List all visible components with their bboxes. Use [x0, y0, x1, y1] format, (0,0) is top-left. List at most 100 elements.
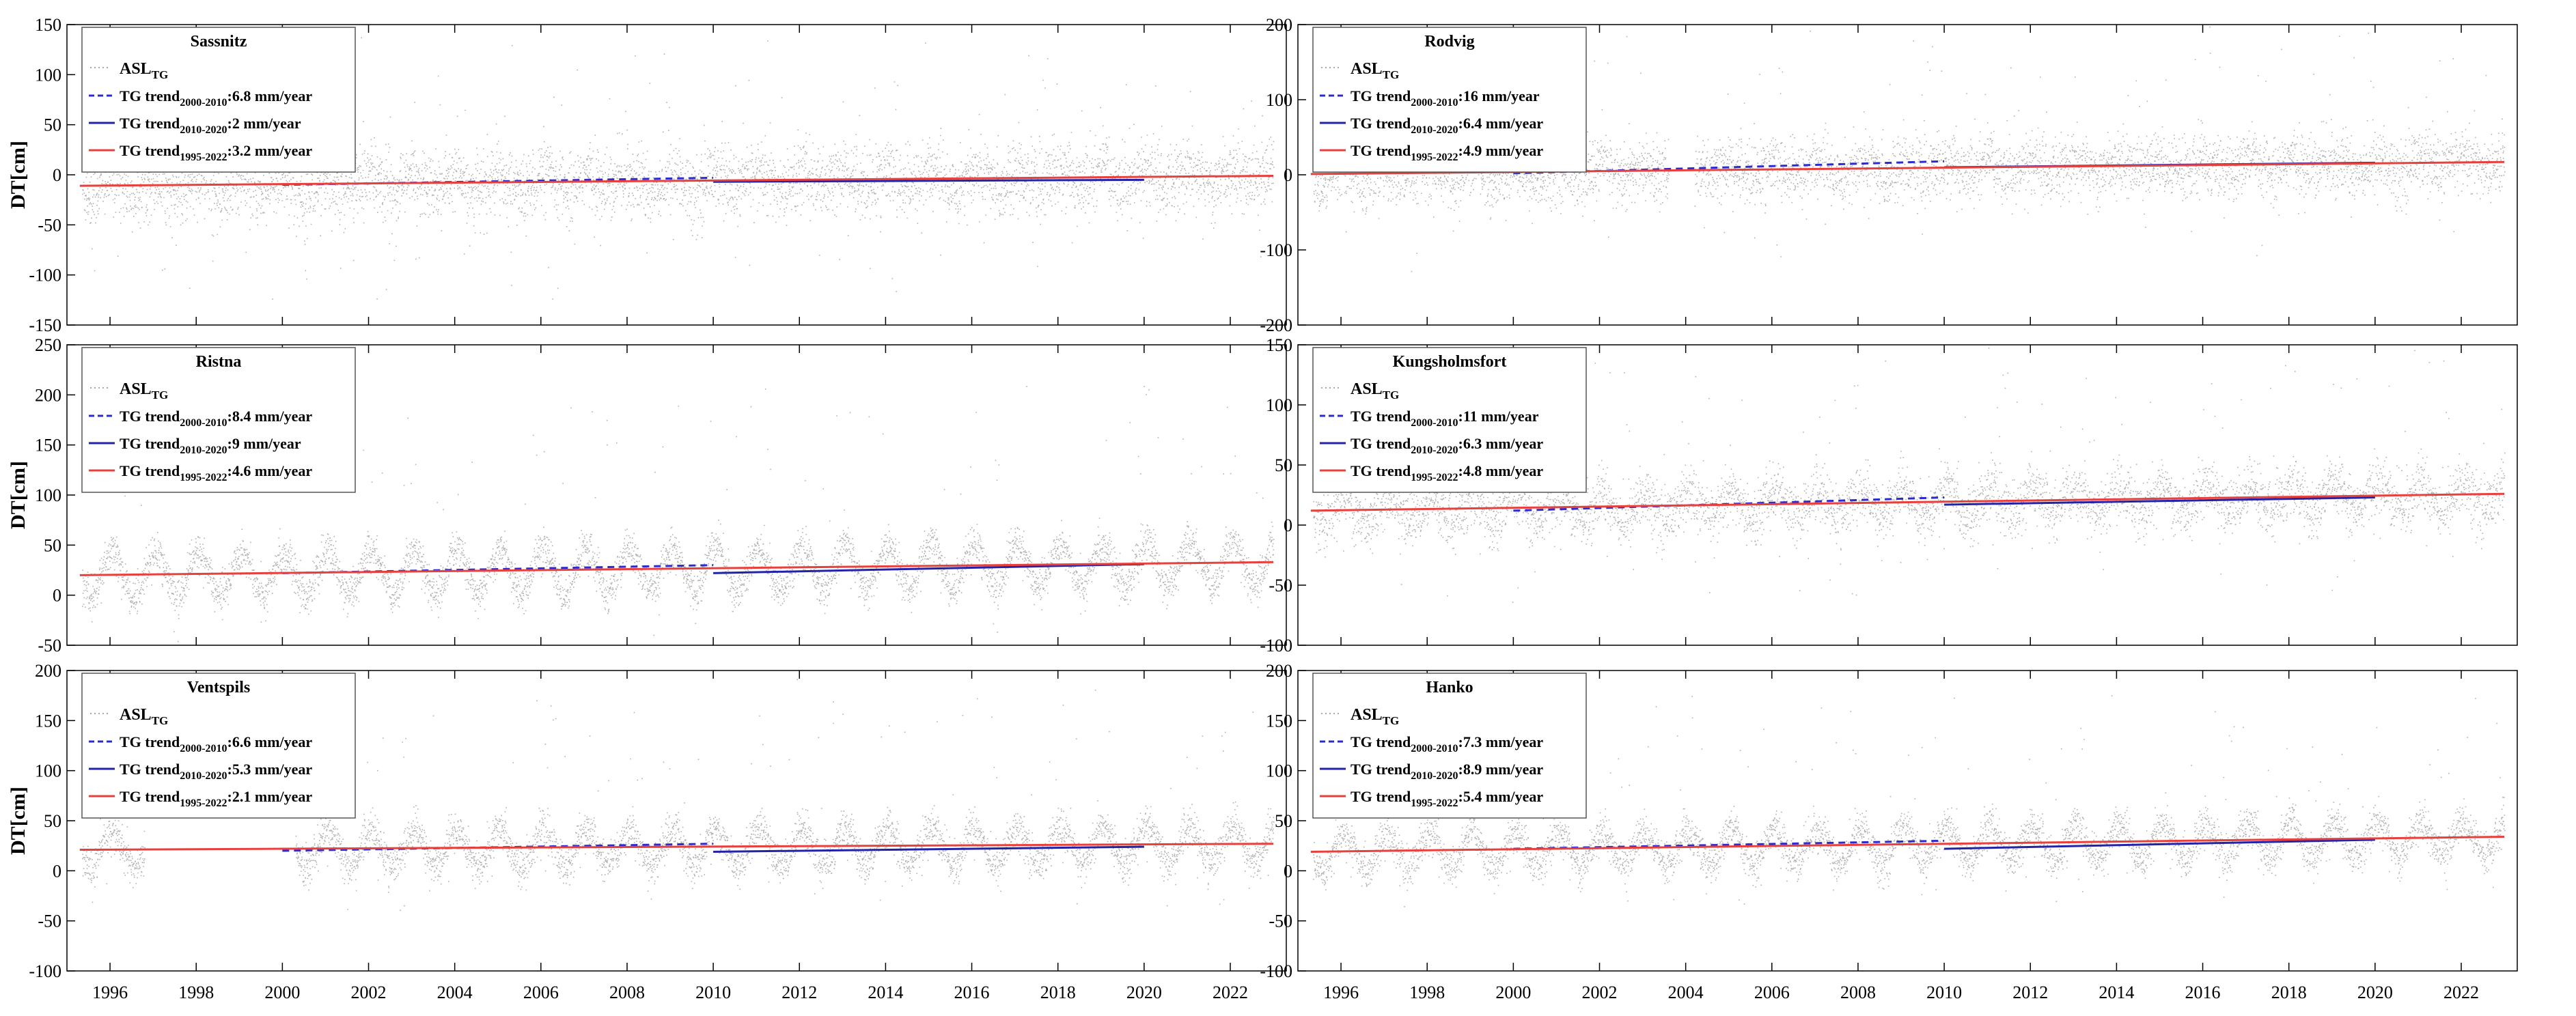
legend-asl-label: ASLTG: [1351, 60, 1399, 81]
x-tick-label: 2002: [1582, 983, 1618, 1002]
panel-ristna: -50 0 50 100 150 200 250 DT[cm] Ristna ASLTG TG tr…: [7, 335, 1287, 655]
panel-title: Sassnitz: [191, 33, 247, 51]
x-tick-label: 2008: [609, 983, 645, 1002]
legend-asl-dot: [1333, 713, 1335, 714]
legend-ventspils: Ventspils ASLTG TG trend2000-2010:6.6 mm/y…: [81, 673, 356, 819]
panel-rodvig: -200 -100 0 100 200 Rodvig ASLTG TG trend2000-2…: [1260, 15, 2518, 335]
y-tick-label: -100: [29, 266, 61, 285]
x-tick-label: 2022: [1213, 983, 1248, 1002]
x-tick-label: 2012: [781, 983, 817, 1002]
trend-2010-2020-line-ristna: [713, 563, 1144, 574]
legend-asl-dot: [1333, 387, 1335, 389]
legend-asl-dot: [1338, 713, 1339, 714]
plot-frame-kungsholmsfort: [1297, 344, 2518, 646]
panel-ventspils: -100 -50 0 50 100 150 200 1996 1998 2000 2002 2004 2…: [7, 661, 1287, 1002]
legend-trend-1995-2022-label: TG trend1995-2022:4.9 mm/year: [1351, 142, 1543, 163]
legend-asl-label: ASLTG: [120, 380, 168, 401]
x-tick-label: 1998: [1409, 983, 1445, 1002]
legend-asl-marker: [1321, 387, 1339, 389]
legend-asl-dot: [94, 387, 96, 389]
y-tick-label: 50: [44, 811, 61, 831]
x-tick-label: 2016: [2185, 983, 2221, 1002]
legend-asl-marker: [90, 713, 108, 714]
legend-trend-2010-2020-label: TG trend2010-2020:9 mm/year: [120, 435, 301, 456]
legend-box: [81, 673, 356, 819]
x-tick-label: 1996: [1323, 983, 1359, 1002]
panel-title: Hanko: [1426, 679, 1473, 696]
panel-title: Ventspils: [187, 679, 250, 696]
legend-trend-2000-2010-label: TG trend2000-2010:7.3 mm/year: [1351, 733, 1543, 754]
y-tick-label: 50: [44, 115, 61, 135]
y-axis-label: DT[cm]: [7, 787, 29, 855]
legend-asl-dot: [1325, 67, 1327, 68]
legend-asl-dot: [1329, 67, 1331, 68]
legend-box: [81, 27, 356, 173]
y-tick-label: 150: [1266, 335, 1292, 355]
y-tick-label: 200: [35, 661, 61, 681]
y-tick-label: 150: [35, 15, 61, 35]
legend-asl-dot: [107, 67, 108, 68]
legend-asl-dot: [107, 387, 108, 389]
trend-2010-2020-line-ventspils: [713, 845, 1144, 853]
x-tick-label: 2014: [868, 983, 903, 1002]
x-tick-label: 2010: [695, 983, 731, 1002]
y-tick-label: -100: [29, 961, 61, 981]
x-tick-label: 2018: [1040, 983, 1076, 1002]
y-tick-label: -100: [1260, 240, 1292, 260]
legend-asl-dot: [102, 713, 104, 714]
x-tick-label: 2020: [2357, 983, 2393, 1002]
legend-trend-2010-2020-label: TG trend2010-2020:8.9 mm/year: [1351, 761, 1543, 782]
y-tick-label: 100: [1266, 761, 1292, 781]
panel-title: Ristna: [196, 353, 242, 371]
legend-trend-2000-2010-label: TG trend2000-2010:11 mm/year: [1351, 408, 1539, 429]
x-tick-label: 2000: [1495, 983, 1531, 1002]
x-tick-label: 2002: [351, 983, 387, 1002]
legend-trend-1995-2022-label: TG trend1995-2022:3.2 mm/year: [120, 142, 312, 163]
x-tick-label: 2020: [1126, 983, 1162, 1002]
legend-asl-dot: [1325, 387, 1327, 389]
x-tick-label: 2018: [2271, 983, 2307, 1002]
legend-asl-label: ASLTG: [120, 60, 168, 81]
y-axis-label: DT[cm]: [7, 461, 29, 529]
legend-trend-2010-2020-label: TG trend2010-2020:6.4 mm/year: [1351, 115, 1543, 136]
x-tick-label: 2022: [2443, 983, 2479, 1002]
legend-asl-dot: [107, 713, 108, 714]
y-tick-label: 100: [1266, 395, 1292, 415]
y-tick-label: 0: [1284, 516, 1292, 535]
y-tick-label: 50: [1275, 455, 1292, 475]
y-tick-label: 50: [1275, 811, 1292, 831]
trend-2010-2020-line-sassnitz: [713, 178, 1144, 183]
panel-title: Rodvig: [1424, 33, 1474, 51]
legend-trend-2010-2020-label: TG trend2010-2020:5.3 mm/year: [120, 761, 312, 782]
x-tick-label: 2010: [1926, 983, 1962, 1002]
y-axis-label: DT[cm]: [7, 141, 29, 209]
y-tick-label: -100: [1260, 961, 1292, 981]
y-tick-label: -100: [1260, 636, 1292, 655]
legend-asl-marker: [90, 387, 108, 389]
legend-box: [1312, 347, 1587, 493]
legend-asl-marker: [1321, 713, 1339, 714]
legend-asl-dot: [102, 387, 104, 389]
y-tick-label: -50: [1269, 912, 1292, 931]
trend-1995-2022-line-sassnitz: [79, 174, 1274, 187]
legend-box: [1312, 27, 1587, 173]
legend-asl-marker: [1321, 67, 1339, 68]
x-tick-label: 2004: [1668, 983, 1704, 1002]
trend-1995-2022-line-kungsholmsfort: [1310, 492, 2505, 512]
legend-asl-dot: [1329, 387, 1331, 389]
y-tick-label: -150: [29, 315, 61, 335]
legend-box: [1312, 673, 1587, 819]
legend-asl-dot: [1338, 387, 1339, 389]
legend-asl-dot: [1333, 67, 1335, 68]
y-tick-label: 250: [35, 335, 61, 355]
x-tick-label: 2014: [2099, 983, 2134, 1002]
y-tick-label: 50: [44, 535, 61, 555]
panel-sassnitz: -150 -100 -50 0 50 100 150 DT[cm] Sassnitz ASLTG T…: [7, 15, 1287, 335]
legend-asl-label: ASLTG: [1351, 380, 1399, 401]
legend-trend-2010-2020-label: TG trend2010-2020:6.3 mm/year: [1351, 435, 1543, 456]
y-tick-label: -50: [38, 636, 61, 655]
x-tick-label: 1996: [92, 983, 128, 1002]
legend-asl-marker: [90, 67, 108, 68]
x-tick-label: 2016: [954, 983, 990, 1002]
